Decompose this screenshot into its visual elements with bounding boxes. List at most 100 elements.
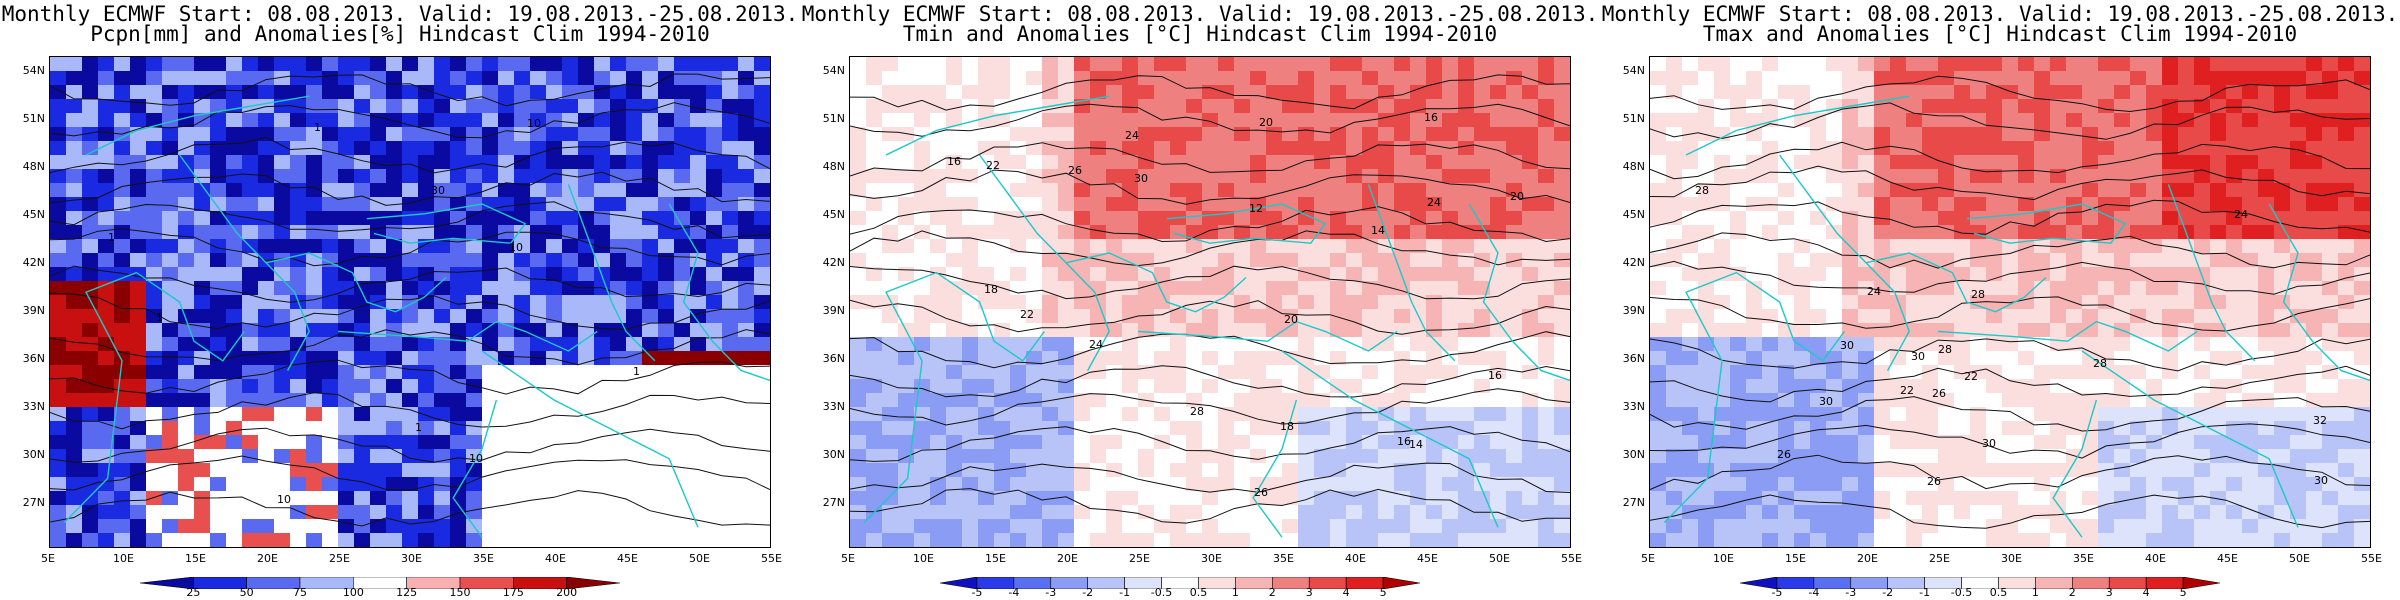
contour-line [850,388,1570,426]
anomaly-map: 10 10 30 10 1 1 1 10 1 1 [50,57,770,547]
lon-tick-label: 40E [2145,552,2166,565]
contour-line [850,365,1570,398]
coastline [1685,95,1910,156]
panel-title-line1: Monthly ECMWF Start: 08.08.2013. Valid: … [1,2,799,26]
lat-tick-label: 33N [822,400,845,413]
map-frame: 22 24 26 28 30 30 22 24 26 28 30 32 26 28 30 28 30 [1649,56,2371,548]
colorbar-label: -2 [1082,586,1094,599]
colorbar-swatches [1739,576,2221,590]
lon-tick-label: 15E [985,552,1006,565]
colorbar-label: 175 [502,586,524,599]
contour-label: 16 [1424,111,1438,124]
colorbar: -5 -4 -3 -2 -1 -0.5 0.5 1 2 3 4 5 [939,574,1421,600]
contour-line [1650,338,2370,372]
contour-label: 26 [1927,475,1941,488]
colorbar-label: -1 [1919,586,1931,599]
map-frame: 14 16 16 12 16 20 20 14 18 24 18 22 16 24 26 28 20 22 24 26… [849,56,1571,548]
contour-line [50,490,770,527]
lon-tick-label: 30E [401,552,422,565]
coastline [885,95,1110,156]
lat-tick-label: 33N [22,400,45,413]
lat-tick-label: 30N [822,448,845,461]
colorbar-label: -4 [1008,586,1020,599]
contour-label: 22 [1020,308,1034,321]
anomaly-field [1650,57,2370,547]
lon-tick-label: 25E [1129,552,1150,565]
colorbar-swatch [1235,576,1273,590]
colorbar-label: 150 [449,586,471,599]
contour-label: 30 [2314,474,2328,487]
lat-tick-label: 48N [1622,160,1645,173]
lon-tick-label: 5E [41,552,55,565]
contour-label: 14 [1371,224,1385,237]
lon-tick-label: 5E [841,552,855,565]
coastline [1663,271,1845,523]
contour-label: 16 [1397,435,1411,448]
colorbar-swatch [1345,576,1384,590]
lon-tick-label: 10E [913,552,934,565]
colorbar-swatches [939,576,1421,590]
lat-tick-label: 30N [22,448,45,461]
contour-label: 30 [1134,172,1148,185]
colorbar-label: 2 [2068,586,2076,599]
contour-label: 30 [1911,350,1925,363]
contour-label: 22 [1900,384,1914,397]
colorbar-label: 1 [2031,586,2039,599]
colorbar-label: 5 [1379,586,1387,599]
contour-label: 30 [1840,339,1854,352]
coastline [85,95,310,156]
contour-line [850,74,1570,111]
contour-label: 10 [509,241,523,254]
lon-tick-label: 35E [2073,552,2094,565]
lat-tick-label: 54N [22,64,45,77]
colorbar-swatches [139,576,621,590]
coastlines [63,95,770,538]
lon-tick-label: 40E [545,552,566,565]
lon-tick-label: 50E [1489,552,1510,565]
lat-tick-label: 27N [22,496,45,509]
lon-tick-label: 55E [2361,552,2382,565]
colorbar-label: 4 [2142,586,2150,599]
contour-line [1650,199,2370,235]
lat-tick-label: 30N [1622,448,1645,461]
lon-tick-label: 15E [1785,552,1806,565]
map-frame: 10 10 30 10 1 1 1 10 1 1 [49,56,771,548]
coastline [1865,252,2047,313]
coastline [1252,399,1298,538]
contour-label: 1 [633,365,640,378]
panel-title-line2: Tmin and Anomalies [°C] Hindcast Clim 19… [902,22,1498,46]
contour-label: 1 [156,311,163,324]
coastline [265,252,447,313]
contour-line [50,427,770,463]
lon-tick-label: 55E [1561,552,1582,565]
contour-label: 24 [1089,338,1103,351]
contour-line [50,329,770,366]
contour-line [850,462,1570,493]
contour-label: 28 [1938,343,1952,356]
coastlines [1663,95,2370,538]
coastline [1137,320,1398,352]
contour-line [850,103,1570,137]
lat-tick-label: 51N [1622,112,1645,125]
coastline [863,271,1045,523]
contour-label: 1 [415,421,422,434]
colorbar-label: 75 [293,586,307,599]
colorbar: 25 50 75 100 125 150 175 200 [139,574,621,600]
contour-line [50,455,770,491]
lon-tick-label: 20E [1857,552,1878,565]
coastline [2081,350,2299,528]
colorbar-label: 1 [1231,586,1239,599]
coastline [2052,399,2098,538]
lon-tick-label: 20E [1057,552,1078,565]
lat-tick-label: 39N [22,304,45,317]
coastline [567,184,656,362]
contour-label: 20 [1284,313,1298,326]
contour-label: 22 [1964,370,1978,383]
colorbar-label: 0.5 [1989,586,2008,599]
colorbar-label: -3 [1845,586,1857,599]
contour-line [1650,494,2370,529]
contour-label: 28 [1190,405,1204,418]
coastline [1281,350,1499,528]
lon-tick-label: 35E [473,552,494,565]
contour-line [50,102,770,139]
